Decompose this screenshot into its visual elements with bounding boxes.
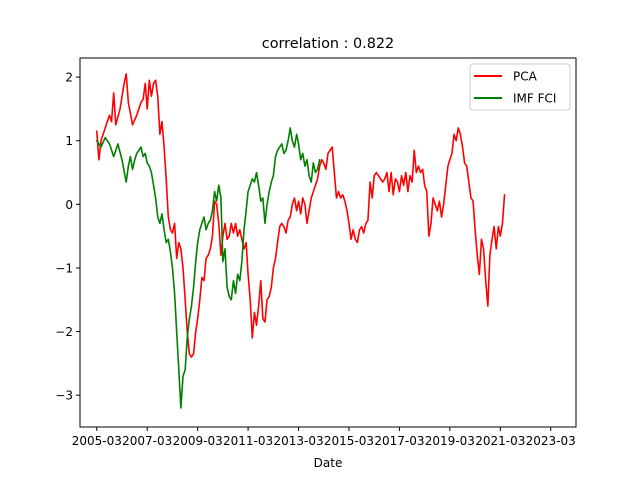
x-tick-label: 2005-03 bbox=[72, 434, 122, 448]
series-line-imf-fci bbox=[95, 127, 321, 409]
y-tick-label: 2 bbox=[65, 71, 73, 85]
x-axis: 2005-03 2007-03 2009-03 2011-03 2013-03 2015-… bbox=[72, 427, 576, 448]
series-group bbox=[95, 73, 506, 409]
axes-frame bbox=[79, 57, 577, 428]
x-tick-label: 2015-03 bbox=[324, 434, 374, 448]
y-tick-label: 1 bbox=[65, 134, 73, 148]
x-tick-label: 2011-03 bbox=[223, 434, 273, 448]
legend-label-pca: PCA bbox=[513, 70, 538, 84]
legend-label-imf-fci: IMF FCI bbox=[513, 92, 556, 106]
y-tick-label: 0 bbox=[65, 198, 73, 212]
x-tick-label: 2013-03 bbox=[273, 434, 323, 448]
y-tick-label: −3 bbox=[55, 389, 73, 403]
plot-area bbox=[79, 57, 577, 428]
x-tick-label: 2021-03 bbox=[475, 434, 525, 448]
y-axis: −3 −2 −1 0 1 2 bbox=[55, 71, 80, 403]
chart-title: correlation : 0.822 bbox=[262, 36, 394, 52]
x-axis-label: Date bbox=[314, 456, 343, 470]
y-tick-label: −1 bbox=[55, 261, 73, 275]
x-tick-label: 2007-03 bbox=[122, 434, 172, 448]
x-tick-label: 2019-03 bbox=[425, 434, 475, 448]
x-tick-label: 2009-03 bbox=[173, 434, 223, 448]
series-line-pca bbox=[95, 73, 506, 358]
legend: PCA IMF FCI bbox=[469, 63, 571, 111]
x-tick-label: 2023-03 bbox=[526, 434, 576, 448]
x-tick-label: 2017-03 bbox=[374, 434, 424, 448]
y-tick-label: −2 bbox=[55, 325, 73, 339]
